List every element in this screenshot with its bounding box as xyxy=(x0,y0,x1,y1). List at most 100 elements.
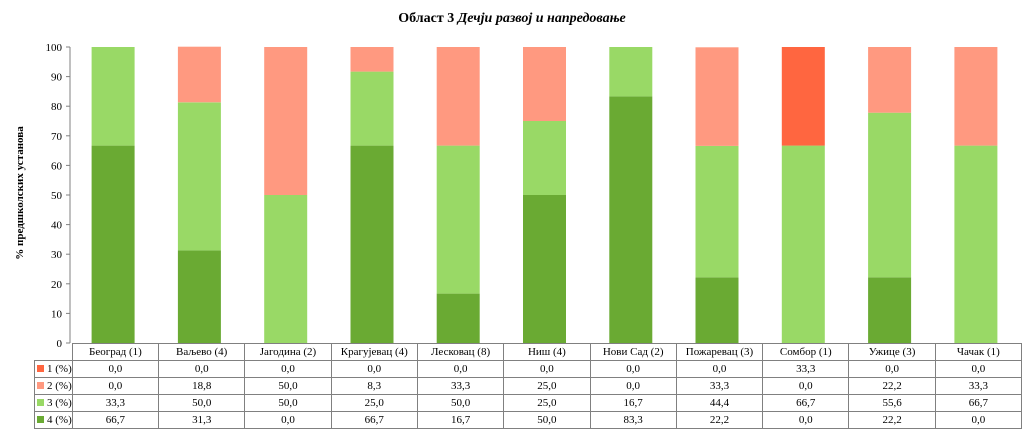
data-label: 0,0 xyxy=(503,360,591,378)
bar-segment xyxy=(177,250,221,343)
bar-segment xyxy=(91,145,135,343)
data-label: 33,3 xyxy=(675,377,764,395)
bar-segment xyxy=(264,195,308,343)
bar-segment xyxy=(350,71,394,146)
data-label: 66,7 xyxy=(330,411,418,429)
y-tick-label: 100 xyxy=(46,42,63,54)
bar-segment xyxy=(436,145,480,294)
data-label: 0,0 xyxy=(934,411,1023,429)
data-label: 33,3 xyxy=(71,394,160,412)
y-tick-label: 50 xyxy=(51,190,63,202)
data-label: 0,0 xyxy=(244,411,332,429)
data-label: 0,0 xyxy=(848,360,936,378)
legend-label: 4 (%) xyxy=(47,414,72,426)
data-label: 0,0 xyxy=(762,377,850,395)
category-label: Ниш (4) xyxy=(503,343,591,361)
bar-segment xyxy=(523,121,566,195)
legend-entry: 3 (%) xyxy=(34,394,73,412)
chart-title: Област 3 Дечји развој и напредовање xyxy=(0,11,1024,27)
bar-segment xyxy=(350,145,394,343)
data-label: 50,0 xyxy=(503,411,591,429)
bar-segment xyxy=(695,47,739,146)
data-label: 0,0 xyxy=(675,360,764,378)
chart-title-main: Област 3 xyxy=(398,11,455,26)
bar-segment xyxy=(436,47,480,146)
bar-segment xyxy=(609,47,653,97)
y-tick-label: 90 xyxy=(51,72,63,84)
table-row: 3 (%) 33,3 50,0 50,0 25,0 50,0 25,0 16,7 44,4 66,… xyxy=(34,394,1023,412)
bar-segment xyxy=(523,195,566,343)
data-label: 44,4 xyxy=(675,394,764,412)
bar-segment xyxy=(523,47,566,121)
y-tick-label: 10 xyxy=(51,308,63,320)
data-label: 50,0 xyxy=(416,394,505,412)
table-header-row: Београд (1) Ваљево (4) Јагодина (2) Крагује… xyxy=(34,343,1023,361)
bar-segment xyxy=(954,145,998,343)
data-label: 0,0 xyxy=(589,360,677,378)
data-label: 0,0 xyxy=(416,360,505,378)
bar-segment xyxy=(868,47,912,113)
data-label: 22,2 xyxy=(848,411,936,429)
data-label: 22,2 xyxy=(848,377,936,395)
data-label: 0,0 xyxy=(762,411,850,429)
chart-title-italic: Дечји развој и напредовање xyxy=(457,11,626,26)
data-label: 16,7 xyxy=(589,394,677,412)
category-label: Крагујевац (4) xyxy=(330,343,418,361)
bar-segment xyxy=(264,47,308,195)
category-label: Чачак (1) xyxy=(934,343,1023,361)
category-label: Пожаревац (3) xyxy=(675,343,764,361)
legend-label: 1 (%) xyxy=(47,363,72,375)
category-label: Београд (1) xyxy=(71,343,160,361)
category-label: Лесковац (8) xyxy=(416,343,505,361)
category-label: Ужице (3) xyxy=(848,343,936,361)
bar-segment xyxy=(868,277,912,343)
bar-segment xyxy=(781,47,825,146)
bar-segment xyxy=(91,47,135,146)
bar-segment xyxy=(954,47,998,146)
data-label: 33,3 xyxy=(762,360,850,378)
legend-label: 3 (%) xyxy=(47,397,72,409)
bar-segment xyxy=(868,112,912,278)
data-label: 50,0 xyxy=(244,394,332,412)
data-label: 33,3 xyxy=(416,377,505,395)
y-tick-label: 70 xyxy=(51,131,63,143)
data-label: 31,3 xyxy=(158,411,246,429)
data-label: 50,0 xyxy=(158,394,246,412)
data-label: 25,0 xyxy=(503,377,591,395)
data-label: 66,7 xyxy=(934,394,1023,412)
data-label: 25,0 xyxy=(330,394,418,412)
data-label: 0,0 xyxy=(71,360,160,378)
data-label: 83,3 xyxy=(589,411,677,429)
bar-segment xyxy=(609,96,653,344)
data-label: 0,0 xyxy=(71,377,160,395)
y-tick-label: 60 xyxy=(51,160,63,172)
table-row: 1 (%) 0,0 0,0 0,0 0,0 0,0 0,0 0,0 0,0 33,3 0,0 0,0 xyxy=(34,360,1023,378)
legend-entry: 4 (%) xyxy=(34,411,73,429)
bar-segment xyxy=(177,46,221,103)
table-row: 2 (%) 0,0 18,8 50,0 8,3 33,3 25,0 0,0 33,3 0,0 22,… xyxy=(34,377,1023,395)
data-label: 0,0 xyxy=(244,360,332,378)
data-label: 66,7 xyxy=(71,411,160,429)
data-label: 66,7 xyxy=(762,394,850,412)
data-label: 50,0 xyxy=(244,377,332,395)
data-label: 0,0 xyxy=(589,377,677,395)
data-label: 55,6 xyxy=(848,394,936,412)
category-label: Ваљево (4) xyxy=(158,343,246,361)
data-label: 16,7 xyxy=(416,411,505,429)
bar-segment xyxy=(177,102,221,251)
y-tick-label: 30 xyxy=(51,249,63,261)
data-label: 18,8 xyxy=(158,377,246,395)
data-label: 8,3 xyxy=(330,377,418,395)
category-label: Јагодина (2) xyxy=(244,343,332,361)
legend-label: 2 (%) xyxy=(47,380,72,392)
bar-segment xyxy=(695,145,739,278)
legend-swatch xyxy=(37,382,44,389)
category-label: Сомбор (1) xyxy=(762,343,850,361)
y-tick-label: 40 xyxy=(51,220,63,232)
data-table: Београд (1) Ваљево (4) Јагодина (2) Крагује… xyxy=(34,343,1023,429)
y-tick-label: 80 xyxy=(51,101,63,113)
data-label: 25,0 xyxy=(503,394,591,412)
bar-segment xyxy=(695,277,739,343)
y-tick-label: 20 xyxy=(51,279,63,291)
